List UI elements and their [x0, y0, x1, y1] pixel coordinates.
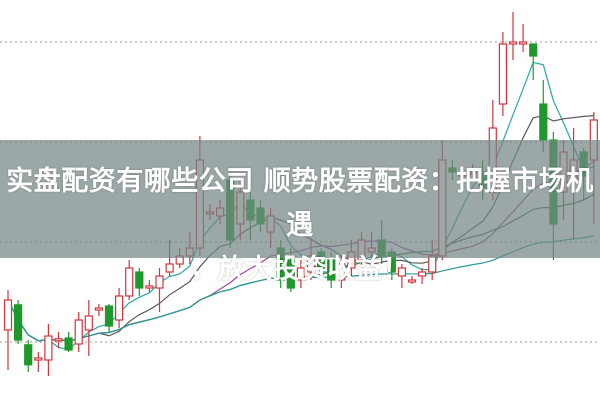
candle-up	[418, 271, 427, 277]
candle-up	[44, 335, 53, 361]
candle-up	[84, 315, 93, 331]
candle-up	[125, 267, 134, 297]
candle-up	[3, 299, 13, 331]
candle-up	[34, 357, 43, 361]
headline-line-1: 实盘配资有哪些公司 顺势股票配资：把握市场机遇	[6, 166, 594, 241]
candle-up	[518, 41, 528, 45]
candle-up	[74, 319, 83, 345]
candle-up	[114, 295, 124, 321]
candle-down	[286, 259, 295, 289]
candle-up	[165, 263, 174, 273]
candle-down	[14, 304, 23, 341]
headline-line-2: ，放大投资收益！	[190, 254, 410, 285]
candle-up	[145, 285, 154, 289]
candle-down	[529, 43, 538, 57]
headline: 实盘配资有哪些公司 顺势股票配资：把握市场机遇 ，放大投资收益！	[0, 160, 600, 292]
candle-up	[337, 263, 346, 281]
candle-up	[94, 307, 104, 311]
candle-up	[397, 267, 406, 277]
candle-down	[539, 103, 548, 141]
candle-down	[135, 271, 144, 289]
title-banner	[0, 140, 600, 258]
candle-down	[104, 305, 114, 327]
candle-down	[327, 259, 336, 281]
candle-up	[296, 267, 305, 281]
candle-up	[155, 275, 164, 289]
candle-up	[508, 41, 518, 45]
candle-up	[498, 43, 507, 105]
candle-up	[407, 279, 417, 283]
candle-up	[54, 338, 63, 342]
candle-down	[24, 344, 33, 366]
candle-down	[64, 337, 73, 351]
